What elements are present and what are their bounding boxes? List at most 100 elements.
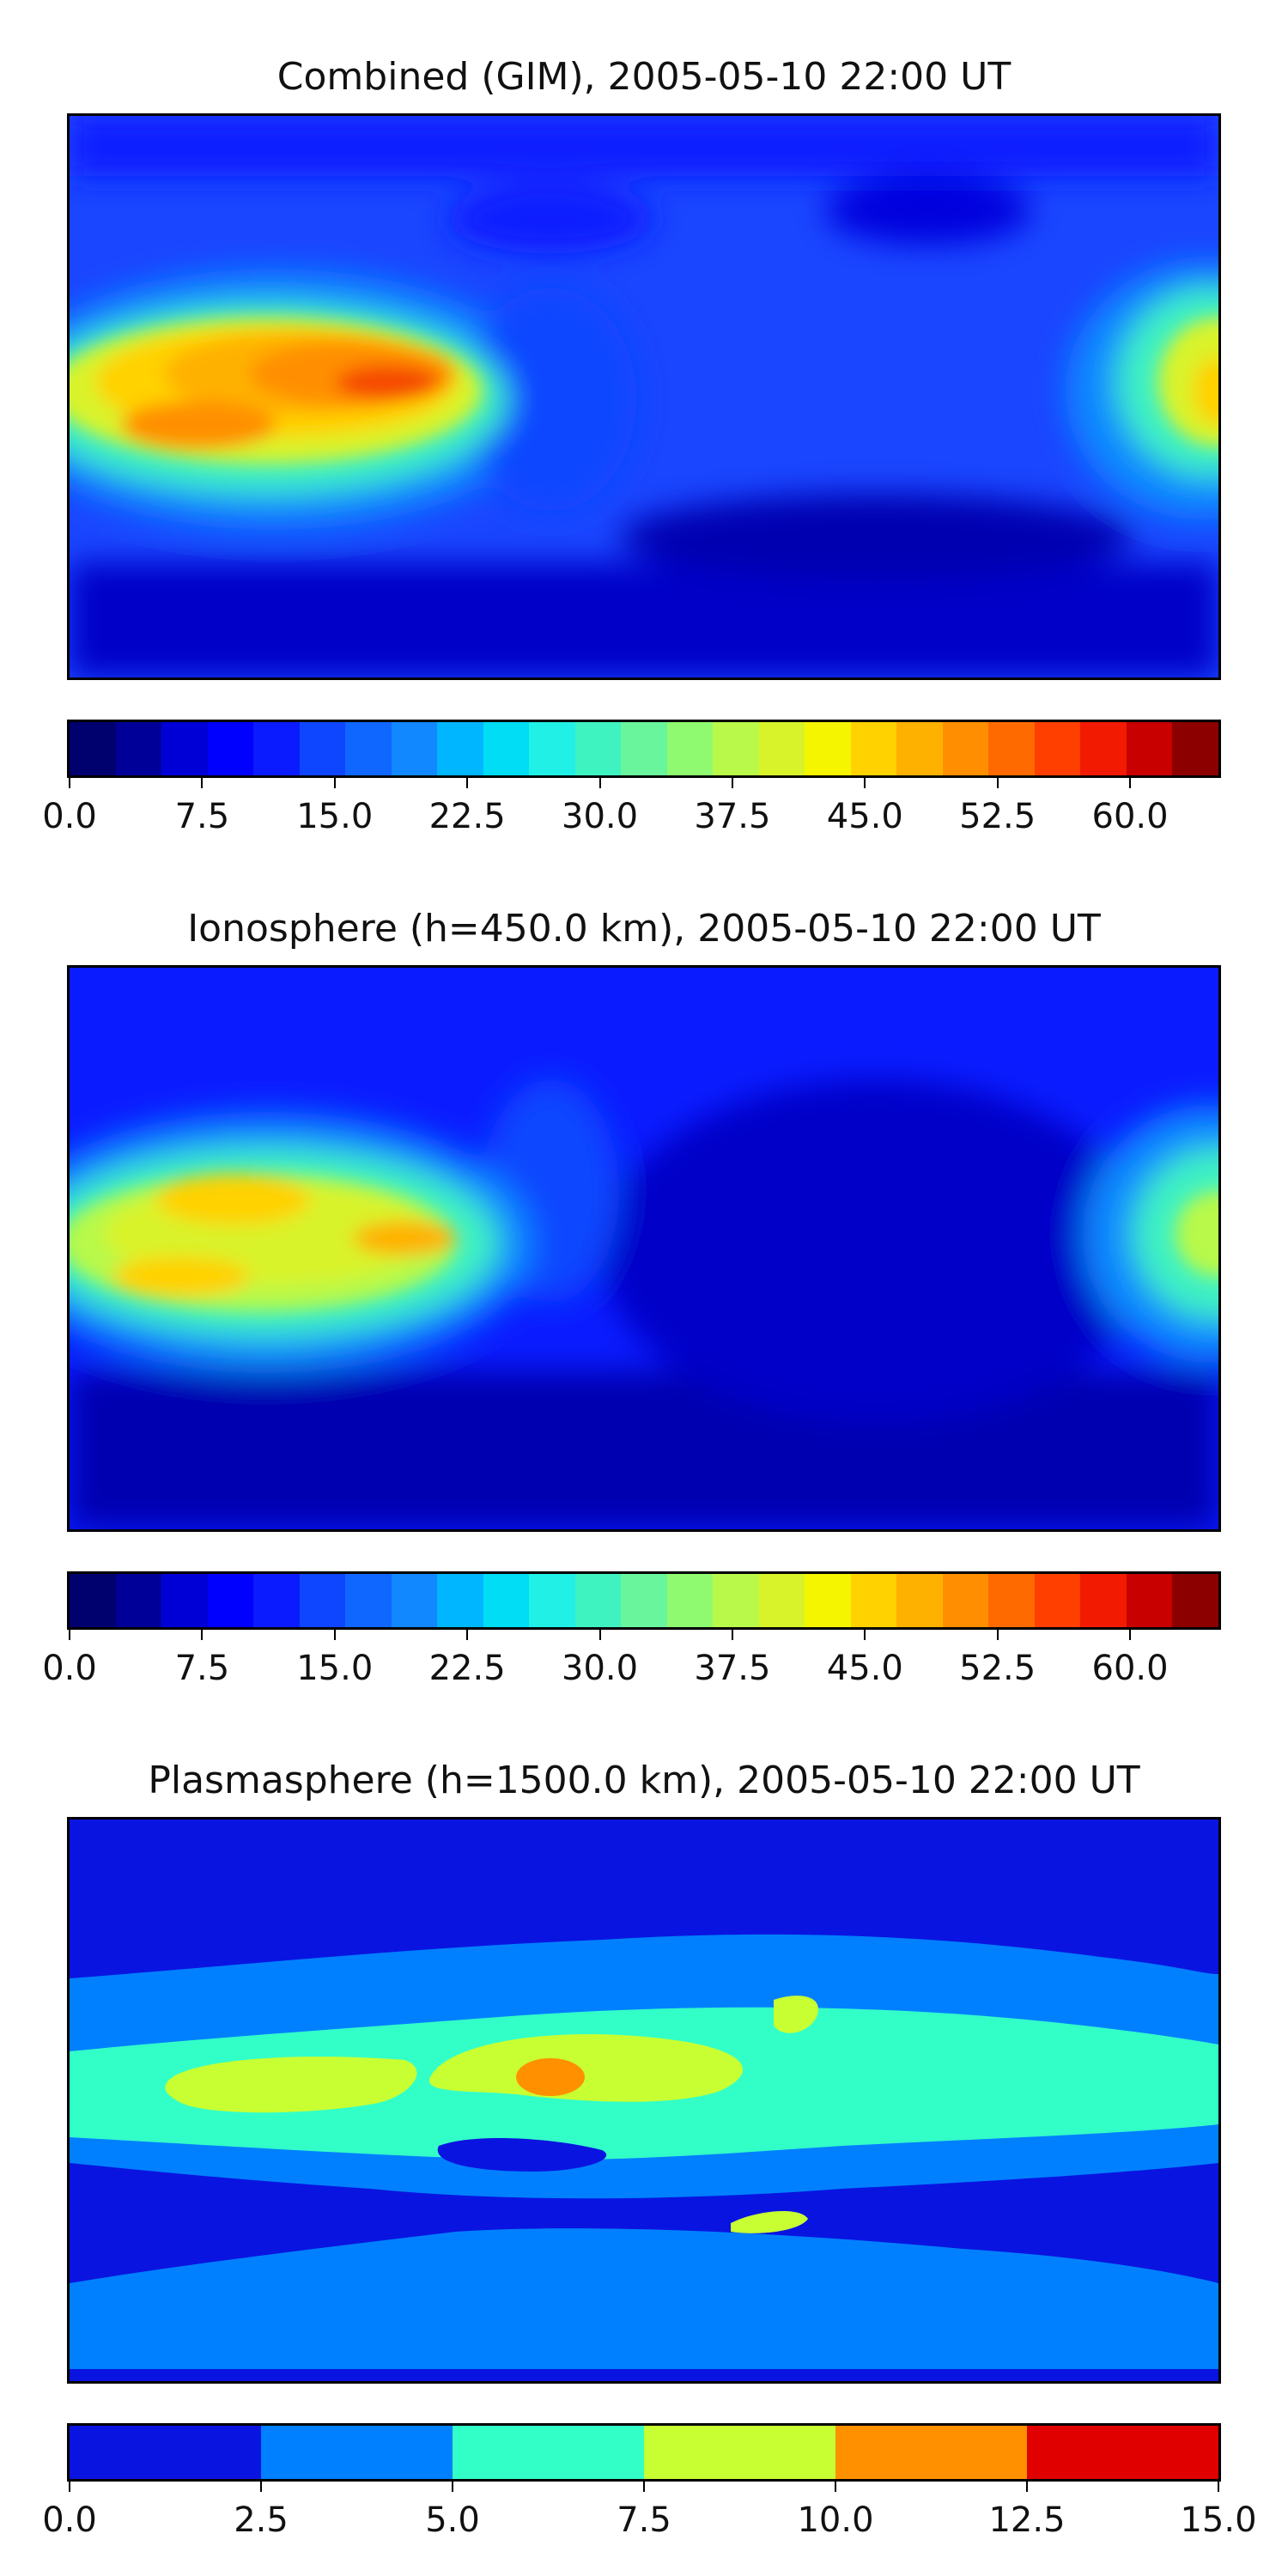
- panel-2-title: Ionosphere (h=450.0 km), 2005-05-10 22:0…: [187, 907, 1101, 951]
- colorbar-tick: [466, 1630, 469, 1640]
- colorbar-tick-label: 22.5: [428, 797, 506, 836]
- colorbar-segment: [850, 1574, 897, 1627]
- colorbar-segment: [345, 1574, 392, 1627]
- colorbar-tick-label: 7.5: [174, 797, 230, 836]
- panel-1-heatmap: [70, 116, 1218, 677]
- colorbar-tick-label: 30.0: [562, 797, 639, 836]
- colorbar-segment: [644, 2426, 835, 2479]
- colorbar-segment: [345, 722, 392, 775]
- colorbar-segment: [835, 2426, 1027, 2479]
- panel-2-colorbar-ticks: 0.0 7.5 15.0 22.5 30.0 37.5 45.0 52.5 60.0: [42, 1630, 1221, 1688]
- colorbar-segment: [666, 722, 714, 775]
- panel-3-map: [67, 1817, 1221, 2384]
- colorbar-tick-label: 37.5: [694, 797, 771, 836]
- colorbar-tick-label: 45.0: [826, 1649, 903, 1688]
- colorbar-tick-label: 5.0: [425, 2500, 480, 2540]
- colorbar-segment: [1080, 1574, 1127, 1627]
- colorbar-segment: [713, 722, 759, 775]
- colorbar-segment: [1034, 1574, 1081, 1627]
- panel-3-title: Plasmasphere (h=1500.0 km), 2005-05-10 2…: [148, 1759, 1140, 1802]
- colorbar-segment: [437, 1574, 483, 1627]
- colorbar-segment: [896, 1574, 943, 1627]
- colorbar-segment: [621, 1574, 667, 1627]
- colorbar-segment: [115, 1574, 162, 1627]
- colorbar-tick: [598, 778, 601, 788]
- colorbar-segment: [161, 722, 208, 775]
- colorbar-segment: [850, 722, 897, 775]
- panel-1-title: Combined (GIM), 2005-05-10 22:00 UT: [276, 55, 1012, 99]
- colorbar-segment: [1034, 722, 1081, 775]
- panel-3-heatmap: [70, 1820, 1218, 2381]
- colorbar-tick: [996, 1630, 999, 1640]
- colorbar-segment: [574, 722, 622, 775]
- colorbar-segment: [115, 722, 162, 775]
- colorbar-tick-label: 10.0: [797, 2500, 874, 2540]
- colorbar-tick-label: 30.0: [562, 1649, 639, 1688]
- colorbar-tick-label: 7.5: [174, 1649, 230, 1688]
- colorbar-tick-label: 52.5: [959, 1649, 1036, 1688]
- colorbar-tick: [466, 778, 469, 788]
- colorbar-segment: [391, 722, 438, 775]
- colorbar-tick-label: 60.0: [1091, 797, 1169, 836]
- colorbar-segment: [299, 1574, 346, 1627]
- colorbar-segment: [713, 1574, 759, 1627]
- colorbar-tick: [864, 1630, 866, 1640]
- colorbar-segment: [70, 722, 116, 775]
- colorbar-segment: [207, 1574, 254, 1627]
- colorbar-tick-label: 0.0: [42, 2500, 97, 2540]
- colorbar-tick-label: 0.0: [42, 797, 97, 836]
- colorbar-segment: [529, 722, 575, 775]
- panel-3-colorbar: [67, 2423, 1221, 2482]
- colorbar-segment: [1027, 2426, 1218, 2479]
- colorbar-segment: [621, 722, 667, 775]
- colorbar-segment: [161, 1574, 208, 1627]
- colorbar-segment: [666, 1574, 714, 1627]
- colorbar-segment: [207, 722, 254, 775]
- colorbar-segment: [758, 722, 805, 775]
- colorbar-segment: [574, 1574, 622, 1627]
- colorbar-segment: [299, 722, 346, 775]
- colorbar-tick-label: 12.5: [988, 2500, 1066, 2540]
- colorbar-tick: [864, 778, 866, 788]
- colorbar-segment: [1126, 1574, 1173, 1627]
- colorbar-tick: [333, 778, 336, 788]
- colorbar-tick: [1129, 1630, 1132, 1640]
- colorbar-segment: [1126, 722, 1173, 775]
- panel-3-colorbar-ticks: 0.0 2.5 5.0 7.5 10.0 12.5 15.0: [42, 2482, 1257, 2540]
- colorbar-segment: [253, 722, 300, 775]
- colorbar-segment: [437, 722, 483, 775]
- colorbar-tick-label: 45.0: [826, 797, 903, 836]
- colorbar-segment: [483, 722, 530, 775]
- colorbar-tick-label: 7.5: [617, 2500, 671, 2540]
- colorbar-segment: [70, 2426, 261, 2479]
- colorbar-tick: [333, 1630, 336, 1640]
- panel-2-map: [67, 965, 1221, 1532]
- colorbar-segment: [70, 1574, 116, 1627]
- colorbar-segment: [942, 1574, 989, 1627]
- colorbar-segment: [988, 1574, 1035, 1627]
- colorbar-tick: [1218, 2482, 1219, 2492]
- colorbar-tick: [1129, 778, 1132, 788]
- colorbar-segment: [483, 1574, 530, 1627]
- colorbar-tick: [69, 1630, 70, 1640]
- panel-2-heatmap: [70, 968, 1218, 1529]
- colorbar-segment: [988, 722, 1035, 775]
- colorbar-tick-label: 0.0: [42, 1649, 97, 1688]
- colorbar-tick-label: 15.0: [296, 797, 374, 836]
- colorbar-tick: [835, 2482, 836, 2492]
- colorbar-segment: [896, 722, 943, 775]
- colorbar-tick: [452, 2482, 453, 2492]
- colorbar-segment: [529, 1574, 575, 1627]
- colorbar-tick: [731, 1630, 733, 1640]
- colorbar-tick-label: 15.0: [296, 1649, 374, 1688]
- colorbar-tick-label: 2.5: [234, 2500, 289, 2540]
- colorbar-segment: [253, 1574, 300, 1627]
- colorbar-tick: [1026, 2482, 1028, 2492]
- colorbar-segment: [1172, 1574, 1218, 1627]
- colorbar-tick-label: 15.0: [1180, 2500, 1257, 2540]
- panel-1-colorbar: [67, 720, 1221, 778]
- colorbar-tick: [201, 1630, 204, 1640]
- colorbar-tick-label: 22.5: [428, 1649, 506, 1688]
- colorbar-tick-label: 52.5: [959, 797, 1036, 836]
- colorbar-segment: [391, 1574, 438, 1627]
